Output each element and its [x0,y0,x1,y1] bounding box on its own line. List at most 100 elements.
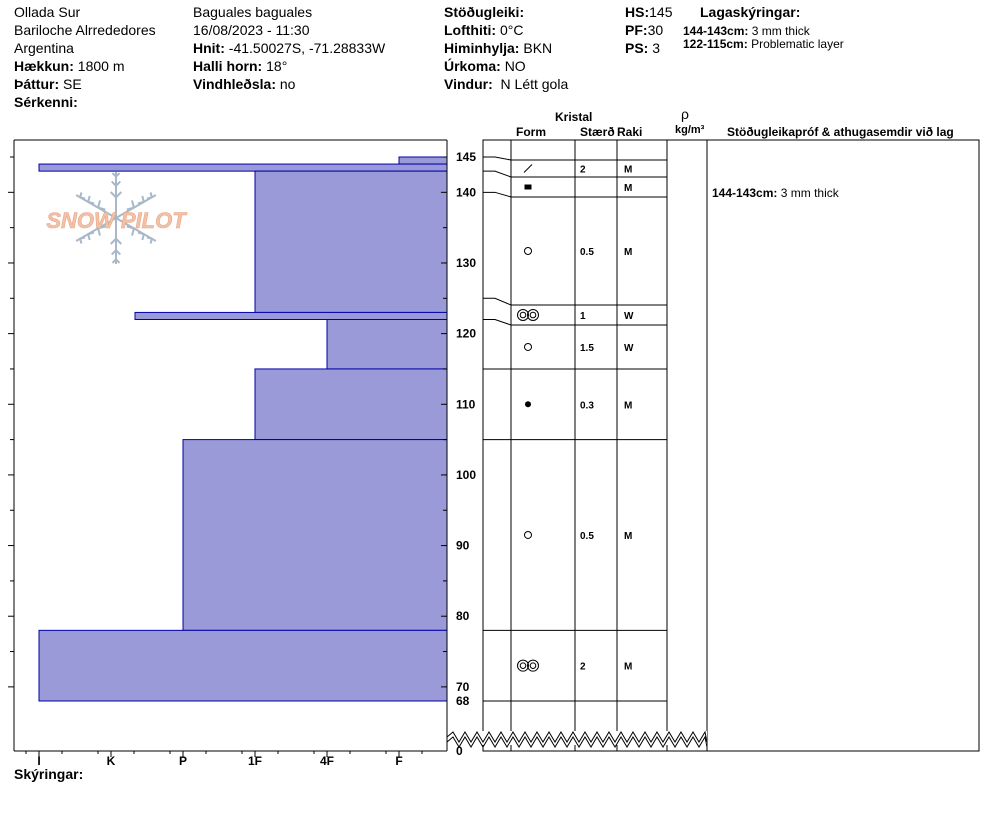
depth-leader [483,318,512,326]
wind-value: N Létt gola [500,76,569,92]
hardness-bar [134,311,448,320]
hs-label: HS: [625,4,650,20]
hardness-layers [38,156,448,702]
layer-note-depth: 144-143cm: [683,24,749,38]
stability-comment: 144-143cm: 3 mm thick [712,186,839,200]
ps-value: 3 [652,40,661,56]
scale-break [446,730,708,743]
density-symbol: ρ [681,106,689,122]
pf-value: 30 [647,22,664,38]
rounded-grains-icon [524,342,532,351]
crystal-table: 2 MM0.5 M1 W1.5 W0.3 M0.5 M2 M [483,156,667,702]
air-temp: Lofthiti: 0°C [444,22,523,38]
hardness-tick-label: F [395,754,402,768]
stability-comment-text: 3 mm thick [780,186,839,200]
hardness-bar [254,170,448,313]
table-frame [482,139,980,752]
scale-break [446,735,708,748]
moisture: M [624,400,632,411]
grain-size: 0.5 [580,247,594,258]
specifics-label: Sérkenni: [14,94,78,110]
melt-forms-icon [517,309,539,321]
air-temp-label: Lofthiti: [444,22,497,38]
melt-forms-icon [517,659,539,672]
hardness-bar [38,163,448,172]
hardness-tick-label: I [37,754,40,768]
stability-label: Stöðugleiki: [444,4,525,20]
moisture: W [624,311,634,322]
rounded-grains-icon [524,247,532,255]
aspect-label: Þáttur: [14,76,60,92]
pf: PF:30 [625,22,663,38]
layer-notes-title: Lagaskýringar: [700,4,801,20]
moisture: M [624,662,632,673]
depth-tick-label: 80 [456,609,470,623]
wind-label: Vindur: [444,76,493,92]
precipitation: Úrkoma: NO [444,58,526,74]
grain-size: 0.3 [580,400,594,411]
depth-tick-label: 100 [456,468,476,482]
hardness-bar [38,629,448,702]
elevation-label: Hækkun: [14,58,74,74]
slope-label: Halli horn: [193,58,263,74]
wind-loading-label: Vindhleðsla: [193,76,276,92]
coords-value: -41.50027S, -71.28833W [228,40,386,56]
grain-size: 2 [580,165,586,176]
hardness-bar [182,439,448,631]
ps-label: PS: [625,40,649,56]
layer-note-depth: 122-115cm: [683,37,748,51]
location: Ollada Sur [14,4,81,20]
grain-size: 0.5 [580,531,594,542]
aspect: Þáttur: SE [14,76,82,92]
precip-value: NO [504,58,526,74]
hardness-bar [326,318,448,370]
moisture: W [624,343,634,354]
hardness-bar [398,156,448,165]
layer-note: 122-115cm: Problematic layer [683,37,844,51]
slope: Halli horn: 18° [193,58,287,74]
depth-leader [483,156,512,161]
stability-notes-header: Stöðugleikapróf & athugasemdir við lag [727,125,954,139]
moisture: M [624,531,632,542]
rounded-grains-icon [524,530,532,539]
sky-value: BKN [523,40,553,56]
wind-loading: Vindhleðsla: no [193,76,295,92]
melt-freeze-crust-icon [524,184,532,190]
depth-tick-label: 0 [456,744,463,758]
sky: Himinhylja: BKN [444,40,552,56]
depth-leader [483,191,512,198]
hardness-tick-label: P [179,754,187,768]
wind: Vindur: N Létt gola [444,76,568,92]
region: Bariloche Alrrededores [14,22,156,38]
layer-note-text: 3 mm thick [751,24,810,38]
hardness-tick-label: 4F [320,754,334,768]
depth-leader [483,297,512,306]
aspect-value: SE [63,76,82,92]
hardness-tick-label: K [107,754,116,768]
layer-note: 144-143cm: 3 mm thick [683,24,810,38]
country: Argentina [14,40,74,56]
moisture: M [624,247,632,258]
grain-size: 1.5 [580,343,594,354]
datetime: 16/08/2023 - 11:30 [193,22,310,38]
hs-value: 145 [649,4,673,20]
precip-label: Úrkoma: [444,58,501,74]
hs: HS:145 [625,4,672,20]
depth-tick-label: 110 [456,397,476,411]
observer: Baguales baguales [193,4,313,20]
depth-tick-label: 90 [456,539,470,553]
moisture: M [624,165,632,176]
logo-text: SNOW PILOT [46,208,187,233]
pf-label: PF: [625,22,648,38]
depth-tick-label: 145 [456,150,476,164]
crystal-header: Kristal [555,110,593,124]
legend-label: Skýringar: [14,766,84,782]
elevation: Hækkun: 1800 m [14,58,125,74]
depth-tick-label: 120 [456,327,476,341]
coords-label: Hnit: [193,40,225,56]
slope-value: 18° [266,58,288,74]
depth-tick-label: 140 [456,185,476,199]
density-unit: kg/m³ [675,124,705,136]
hardness-bar [254,368,448,441]
